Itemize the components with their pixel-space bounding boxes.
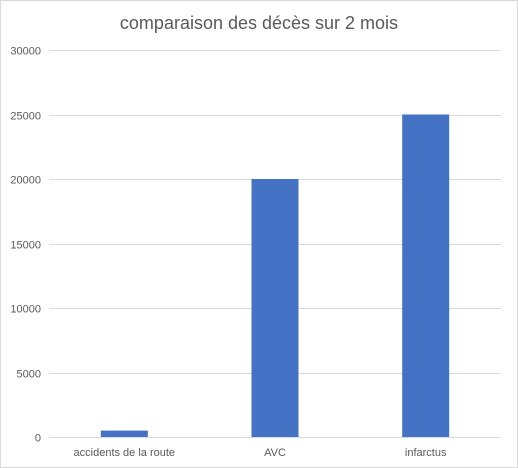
y-tick-label: 20000 (10, 175, 41, 187)
bars (100, 114, 450, 437)
x-category-label: AVC (264, 447, 286, 459)
bar-avc (251, 179, 299, 437)
y-tick-label: 30000 (10, 46, 41, 58)
y-tick-label: 25000 (10, 111, 41, 123)
x-axis-category-labels: accidents de la route AVC infarctus (74, 447, 447, 459)
y-tick-label: 5000 (17, 369, 41, 381)
y-axis-tick-labels: 0 5000 10000 15000 20000 25000 30000 (10, 46, 41, 445)
bar-accidents-de-la-route (100, 430, 148, 437)
x-category-label: infarctus (405, 447, 447, 459)
x-category-label: accidents de la route (74, 447, 176, 459)
y-tick-label: 10000 (10, 304, 41, 316)
y-tick-label: 15000 (10, 240, 41, 252)
y-tick-label: 0 (35, 433, 41, 445)
bar-infarctus (402, 114, 450, 437)
chart-title: comparaison des décès sur 2 mois (119, 13, 399, 33)
